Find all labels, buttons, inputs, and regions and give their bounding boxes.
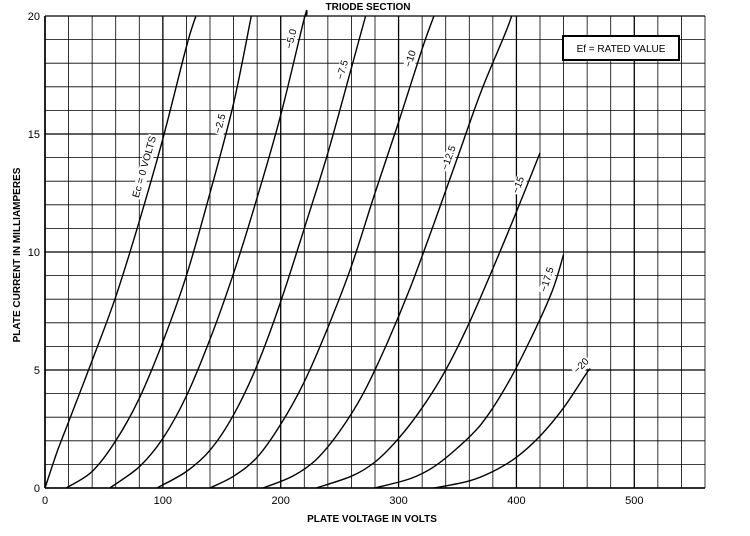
curve-6 — [315, 152, 541, 489]
curve-2 — [109, 9, 308, 489]
curve-label-8: −20 — [572, 356, 592, 376]
x-tick-label: 400 — [507, 495, 525, 507]
y-axis-label: PLATE CURRENT IN MILLIAMPERES — [12, 167, 23, 342]
y-tick-label: 20 — [28, 11, 40, 23]
curve-0 — [44, 15, 197, 489]
curve-label-background — [538, 264, 558, 295]
y-tick-label: 5 — [34, 365, 40, 377]
curve-labels: Ec = 0 VOLTS−2.5−5.0−7.5−10−12.5−15−17.5… — [130, 26, 593, 377]
curve-label-background — [130, 133, 160, 201]
y-tick-label: 15 — [28, 129, 40, 141]
heater-voltage-note-text: Ef = RATED VALUE — [577, 44, 666, 55]
chart-title: TRIODE SECTION — [325, 2, 410, 13]
x-tick-label: 0 — [42, 495, 48, 507]
curve-8 — [433, 368, 591, 489]
curve-label-background — [510, 173, 528, 196]
curve-1 — [65, 15, 252, 489]
y-tick-label: 0 — [34, 483, 40, 495]
x-tick-label: 200 — [272, 495, 290, 507]
curve-label-1: −2.5 — [213, 112, 229, 134]
heater-voltage-note: Ef = RATED VALUE — [562, 35, 680, 61]
curve-3 — [156, 15, 367, 489]
y-tick-label: 10 — [28, 247, 40, 259]
curves — [44, 9, 591, 489]
x-tick-label: 300 — [389, 495, 407, 507]
curve-label-background — [439, 142, 460, 173]
curve-label-background — [212, 111, 229, 136]
curve-label-4: −10 — [403, 49, 419, 69]
curve-label-7: −17.5 — [539, 266, 557, 294]
curve-label-background — [571, 355, 593, 377]
x-axis-label: PLATE VOLTAGE IN VOLTS — [307, 514, 437, 525]
curve-4 — [209, 15, 435, 489]
x-tick-label: 500 — [625, 495, 643, 507]
curve-label-3: −7.5 — [335, 59, 351, 81]
tick-labels: 0 100 200 300 400 500 0 5 10 15 20 — [28, 11, 644, 507]
curve-label-2: −5.0 — [284, 28, 299, 50]
curve-label-background — [402, 47, 420, 70]
x-tick-label: 100 — [154, 495, 172, 507]
curve-5 — [262, 15, 513, 489]
curve-label-background — [334, 57, 352, 82]
curve-label-background — [283, 26, 300, 51]
curve-7 — [374, 254, 565, 489]
